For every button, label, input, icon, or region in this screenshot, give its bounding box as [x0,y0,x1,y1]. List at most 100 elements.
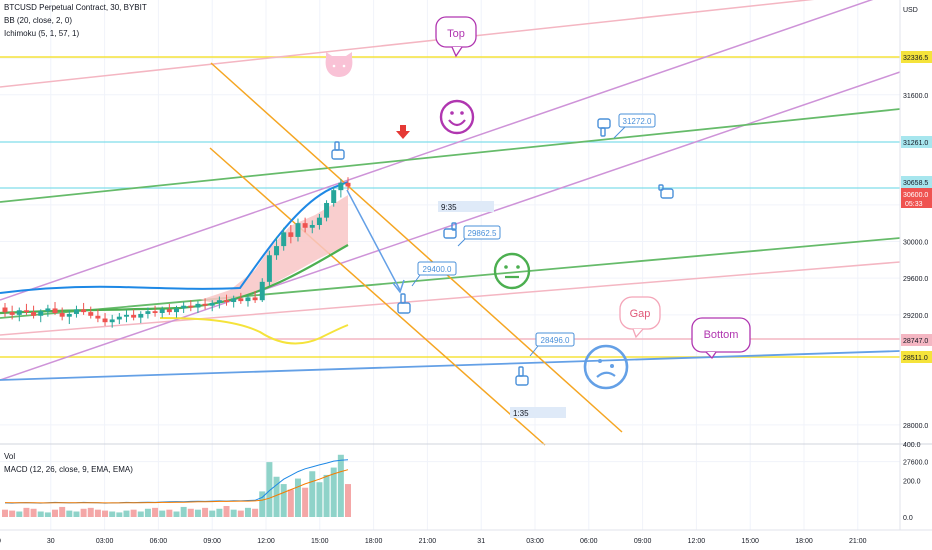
volume-bar[interactable] [280,484,287,517]
candle-body[interactable] [95,315,101,319]
price-axis[interactable]: USD 32800.032000.031600.030400.030000.02… [899,0,928,530]
macd-line[interactable] [4,469,349,504]
candle-body[interactable] [231,298,237,303]
volume-bar[interactable] [23,507,30,517]
volume-bar[interactable] [337,454,344,517]
hand-pointer-icon[interactable] [597,118,611,137]
volume-bar[interactable] [16,511,23,517]
candle-body[interactable] [316,217,322,225]
volume-bar[interactable] [137,511,144,517]
candle-body[interactable] [123,314,129,317]
volume-label[interactable]: Vol [4,452,16,461]
volume-bar[interactable] [244,507,251,517]
gap-callout[interactable]: Gap [619,296,661,339]
volume-bar[interactable] [116,512,123,517]
candle-body[interactable] [345,182,351,187]
candle-body[interactable] [252,297,258,301]
volume-bar[interactable] [9,510,16,517]
candle-body[interactable] [23,310,29,313]
volume-bar[interactable] [209,510,216,517]
volume-bar[interactable] [166,509,173,517]
candle-body[interactable] [216,300,222,303]
price-note-29400[interactable]: 29400.0 [411,261,457,287]
volume-bar[interactable] [287,489,294,517]
candle-body[interactable] [2,307,8,313]
green-trendline-upper[interactable] [0,108,901,203]
volume-bar[interactable] [345,484,351,517]
volume-bar[interactable] [159,510,166,517]
volume-bar[interactable] [294,478,301,517]
volume-bar[interactable] [230,509,237,517]
price-note-31272[interactable]: 31272.0 [613,113,656,139]
candle-body[interactable] [174,308,179,313]
candle-body[interactable] [281,232,287,247]
candle-body[interactable] [102,318,108,323]
volume-bar[interactable] [144,508,151,517]
volume-bar[interactable] [109,511,116,517]
hand-pointer-icon[interactable] [331,141,345,160]
volume-bar[interactable] [102,510,109,517]
candle-body[interactable] [259,281,265,301]
candle-body[interactable] [116,316,122,320]
volume-bar[interactable] [330,467,337,517]
violet-channel-lower[interactable] [0,71,901,381]
volume-bar[interactable] [259,491,266,517]
indicator-bb-label[interactable]: BB (20, close, 2, 0) [4,16,73,25]
candle-body[interactable] [52,308,58,314]
down-arrow-icon[interactable] [396,125,410,139]
volume-bar[interactable] [44,512,51,517]
volume-bar[interactable] [216,508,223,517]
candle-body[interactable] [159,309,165,314]
candle-body[interactable] [16,310,22,315]
volume-bar[interactable] [30,508,37,517]
candle-body[interactable] [152,311,158,314]
candle-body[interactable] [295,223,301,237]
candle-body[interactable] [166,309,172,313]
neutral-face-icon[interactable] [493,252,531,290]
indicator-ichimoku-label[interactable]: Ichimoku (5, 1, 57, 1) [4,29,80,38]
candle-body[interactable] [309,224,315,228]
candle-body[interactable] [331,190,337,203]
candle-body[interactable] [324,202,330,218]
sad-face-icon[interactable] [583,344,629,390]
candle-body[interactable] [109,319,115,323]
candle-body[interactable] [31,312,37,316]
candle-body[interactable] [288,232,294,237]
candle-body[interactable] [9,312,15,315]
volume-bar[interactable] [266,462,273,517]
volume-bar[interactable] [187,508,194,517]
volume-bar[interactable] [80,508,87,517]
bb-basis-line[interactable] [0,181,349,294]
price-note-29862[interactable]: 29862.5 [457,225,501,247]
volume-bar[interactable] [152,507,159,517]
hand-pointer-icon[interactable] [515,366,529,386]
candle-body[interactable] [59,313,65,317]
volume-bar[interactable] [273,476,280,517]
orange-channel-lower[interactable] [209,147,546,446]
volume-bar[interactable] [302,487,309,517]
candle-body[interactable] [266,255,272,282]
violet-channel-upper[interactable] [0,0,900,301]
volume-bar[interactable] [202,507,209,517]
candle-body[interactable] [131,314,137,318]
hand-pointer-icon[interactable] [397,293,411,314]
candle-body[interactable] [181,305,187,309]
volume-bar[interactable] [2,509,8,517]
top-callout[interactable]: Top [435,16,477,58]
volume-bar[interactable] [130,509,137,517]
candle-body[interactable] [145,311,151,314]
volume-bar[interactable] [66,510,73,517]
candle-body[interactable] [81,309,87,313]
volume-bar[interactable] [59,506,66,517]
price-note-28496[interactable]: 28496.0 [529,332,575,357]
candle-body[interactable] [302,223,308,228]
candle-body[interactable] [195,303,201,308]
candle-body[interactable] [238,298,244,302]
volume-bar[interactable] [123,510,130,517]
candle-body[interactable] [338,182,344,191]
orange-channel-upper[interactable] [210,62,623,433]
volume-bar[interactable] [237,510,244,517]
volume-bar[interactable] [223,506,230,517]
candle-body[interactable] [224,300,230,303]
